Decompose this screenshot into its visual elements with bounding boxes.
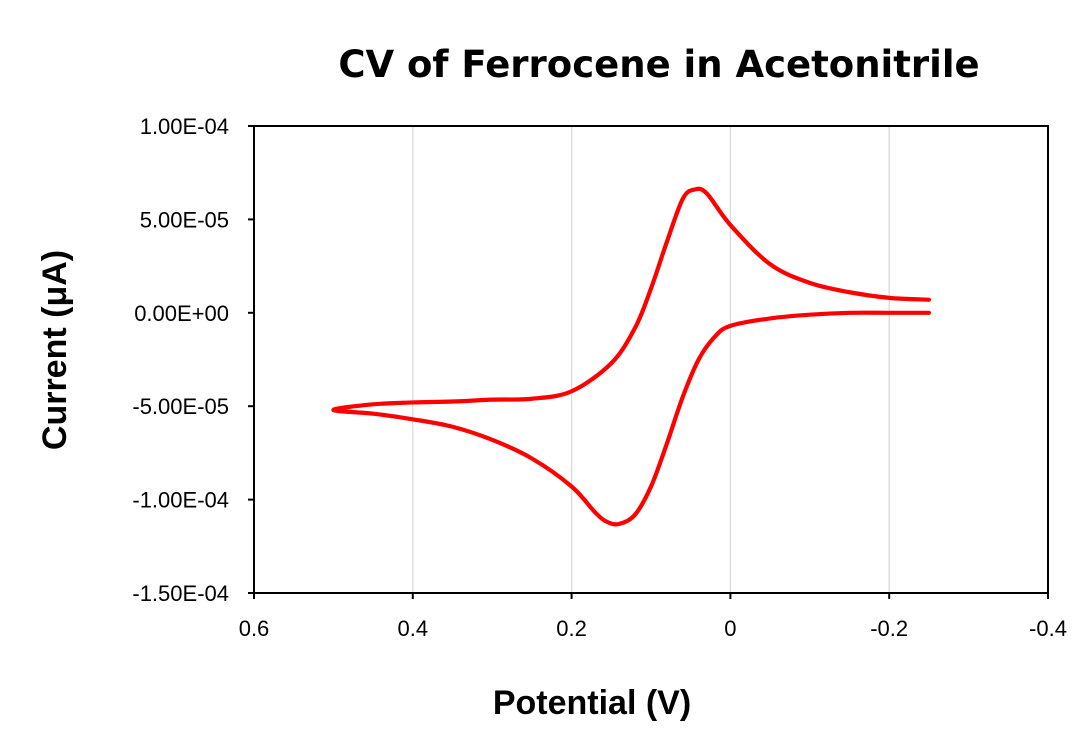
y-axis-title: Current (μA)	[36, 250, 74, 450]
x-tick-label: 0.4	[398, 616, 429, 641]
y-tick-label: -1.50E-04	[132, 581, 229, 606]
y-axis-ticks	[248, 125, 254, 594]
x-axis-tick-labels: 0.6 0.4 0.2 0 -0.2 -0.4	[239, 616, 1067, 641]
y-tick-label: -1.00E-04	[132, 488, 229, 513]
x-tick-label: -0.4	[1029, 616, 1067, 641]
x-tick-label: -0.2	[870, 616, 908, 641]
y-tick-label: 5.00E-05	[140, 207, 229, 232]
x-tick-label: 0.6	[239, 616, 270, 641]
y-axis-tick-labels: 1.00E-04 5.00E-05 0.00E+00 -5.00E-05 -1.00E-…	[132, 114, 229, 606]
y-tick-label: -5.00E-05	[132, 394, 229, 419]
x-tick-label: 0.2	[556, 616, 587, 641]
cv-series-line	[331, 186, 931, 527]
y-tick-label: 0.00E+00	[134, 301, 229, 326]
chart-title: CV of Ferrocene in Acetonitrile	[338, 43, 979, 86]
gridlines	[412, 126, 890, 593]
y-tick-label: 1.00E-04	[140, 114, 229, 139]
x-tick-label: 0	[724, 616, 736, 641]
x-axis-title: Potential (V)	[493, 684, 691, 722]
plot-area-frame	[253, 125, 1049, 594]
